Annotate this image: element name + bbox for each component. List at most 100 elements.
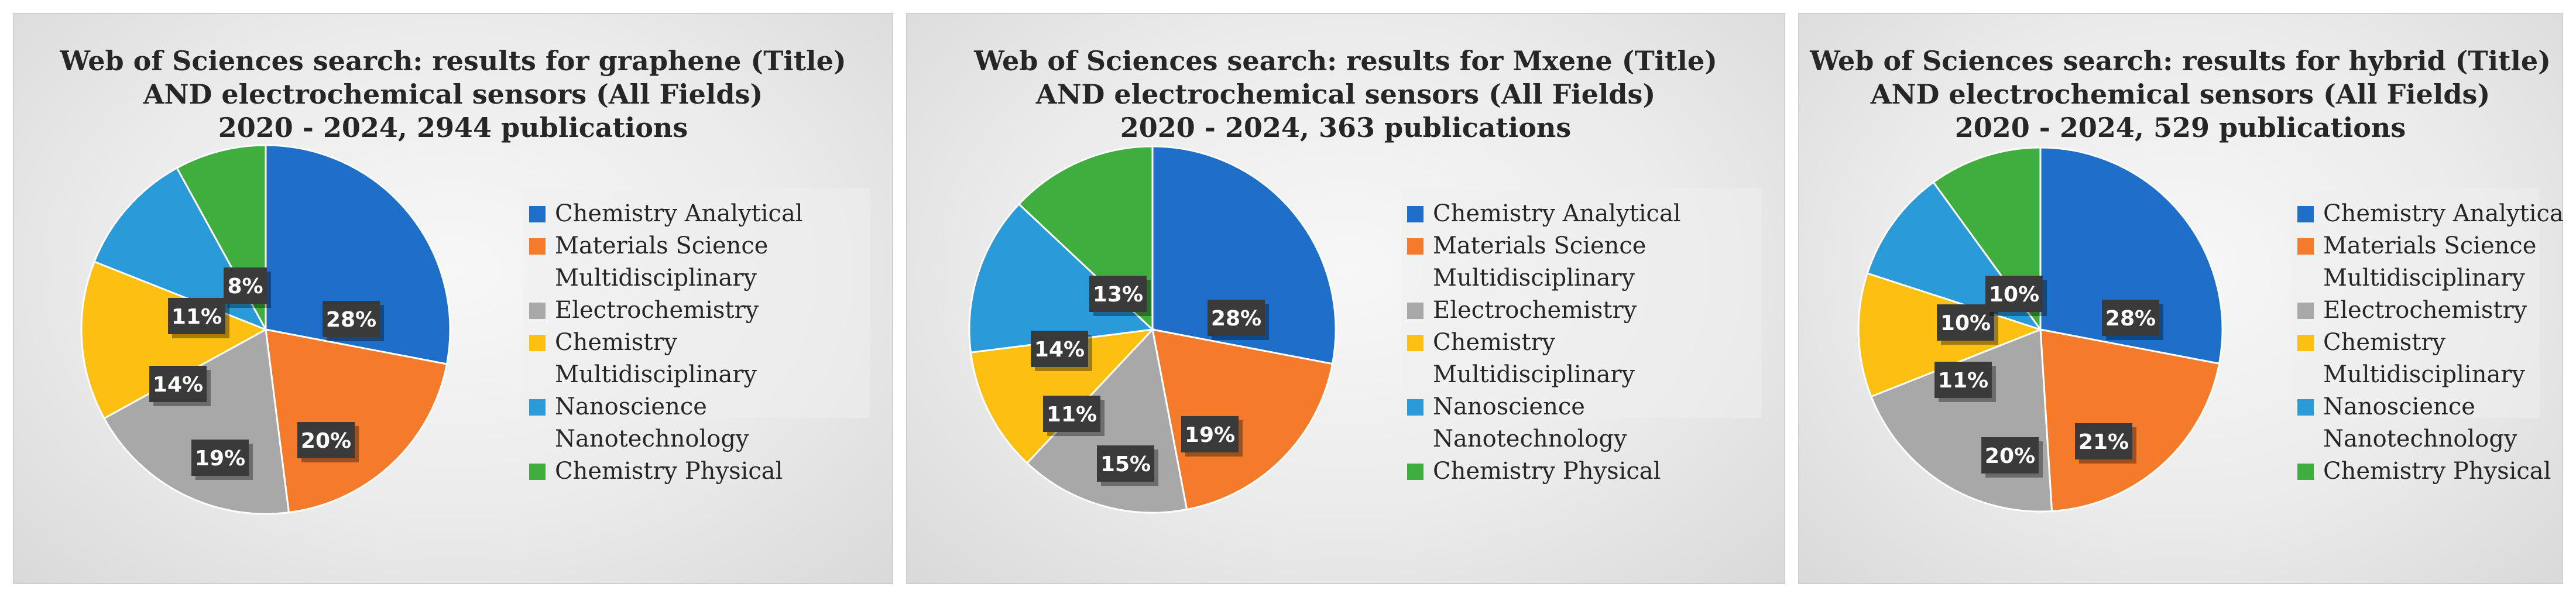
legend-swatch [1407,464,1424,480]
legend-entry-text: Multidisciplinary [555,265,757,291]
legend-entry-text: Nanotechnology [1433,426,1627,452]
chart-title-line: 2020 - 2024, 529 publications [1955,112,2406,143]
svg-text:15%: 15% [1100,452,1151,476]
svg-text:11%: 11% [1938,369,1988,393]
pie-slice-data-label: 28% [323,301,384,341]
pie-chart-panel-hybrid: Web of Sciences search: results for hybr… [1798,13,2563,584]
pie-chart-panel-mxene: Web of Sciences search: results for Mxen… [906,13,1785,584]
chart-legend [2292,188,2540,418]
legend-entry-text: Electrochemistry [555,297,759,324]
pie-slice-data-label: 19% [1181,416,1243,457]
pie-slice-data-label: 10% [1937,304,1998,345]
legend-swatch [1407,303,1424,319]
legend-swatch [2297,303,2314,319]
legend-entry-text: Nanoscience [555,393,707,420]
svg-text:14%: 14% [153,373,203,397]
pie-chart-svg: Web of Sciences search: results for grap… [59,45,870,515]
pie-slice-data-label: 11% [168,298,229,338]
legend-entry-text: Chemistry [1433,329,1555,356]
chart-title-line: 2020 - 2024, 2944 publications [218,112,688,143]
chart-title-line: 2020 - 2024, 363 publications [1120,112,1572,143]
svg-text:20%: 20% [1985,444,2035,468]
chart-title-line: AND electrochemical sensors (All Fields) [143,78,763,110]
legend-entry-text: Chemistry Physical [1433,458,1661,485]
chart-title-line: Web of Sciences search: results for grap… [59,45,846,77]
legend-entry-text: Materials Science [555,232,768,259]
svg-text:19%: 19% [1185,423,1235,447]
legend-swatch [529,238,546,255]
pie-slice-data-label: 28% [1208,300,1269,340]
legend-entry-text: Materials Science [2323,232,2536,259]
legend-swatch [2297,335,2314,351]
legend-entry-text: Electrochemistry [2323,297,2527,324]
pie-slice-data-label: 11% [1934,362,1996,402]
legend-swatch [529,335,546,351]
pie-slice-data-label: 20% [297,422,359,462]
pie-slice-data-label: 8% [224,267,271,308]
svg-text:28%: 28% [2105,307,2156,331]
legend-entry-text: Multidisciplinary [555,361,757,388]
svg-text:10%: 10% [1940,311,1991,335]
legend-swatch [1407,335,1424,351]
chart-legend [1401,188,1762,418]
pie-slice-data-label: 14% [1031,331,1092,371]
pie-slice [1151,328,1334,511]
legend-swatch [2297,238,2314,255]
chart-title-line: AND electrochemical sensors (All Fields) [1035,78,1655,110]
legend-entry-text: Chemistry Analytical [555,200,803,227]
svg-text:20%: 20% [301,429,351,453]
svg-text:13%: 13% [1093,283,1143,307]
legend-entry-text: Multidisciplinary [2323,361,2525,388]
legend-entry-text: Chemistry [555,329,677,356]
chart-title-line: AND electrochemical sensors (All Fields) [1870,78,2490,110]
pie-slice-data-label: 10% [1985,276,2047,316]
legend-entry-text: Multidisciplinary [1433,361,1635,388]
legend-swatch [529,399,546,416]
svg-text:8%: 8% [227,275,263,298]
legend-entry-text: Chemistry Analytical [2323,200,2563,227]
pie-slice [80,260,268,420]
legend-swatch [2297,399,2314,416]
pie-slice-data-label: 13% [1089,276,1151,316]
pie-slice [2039,146,2224,365]
pie-slice-data-label: 14% [149,366,211,406]
legend-swatch [2297,206,2314,222]
legend-entry-text: Chemistry [2323,329,2445,356]
pie-slice [265,328,448,514]
legend-entry-text: Multidisciplinary [1433,265,1635,291]
legend-entry-text: Electrochemistry [1433,297,1637,324]
pie-slice-data-label: 19% [191,440,253,480]
legend-swatch [1407,206,1424,222]
svg-text:28%: 28% [326,308,376,332]
svg-text:11%: 11% [171,305,222,329]
svg-text:21%: 21% [2078,430,2129,454]
pie-slice-data-label: 15% [1097,445,1158,486]
svg-text:28%: 28% [1211,307,1261,331]
legend-entry-text: Chemistry Analytical [1433,200,1681,227]
pie-slice [93,166,268,331]
legend-swatch [529,206,546,222]
legend-swatch [1407,399,1424,416]
svg-text:14%: 14% [1034,338,1085,362]
pie-slice-data-label: 28% [2102,300,2163,340]
chart-title-line: Web of Sciences search: results for hybr… [1809,45,2551,77]
legend-entry-text: Chemistry Physical [2323,458,2551,485]
pie-slice-data-label: 20% [1981,437,2043,478]
legend-swatch [529,303,546,319]
legend-entry-text: Materials Science [1433,232,1646,259]
legend-swatch [529,464,546,480]
legend-entry-text: Chemistry Physical [555,458,783,485]
pie-slice [2039,328,2221,512]
pie-slice-data-label: 11% [1043,396,1105,436]
chart-title-line: Web of Sciences search: results for Mxen… [973,45,1717,77]
pie-slice [968,203,1155,354]
chart-legend [523,188,870,418]
pie-chart-panel-graphene: Web of Sciences search: results for grap… [13,13,893,584]
svg-text:19%: 19% [195,447,245,471]
pie-chart-svg: Web of Sciences search: results for hybr… [1809,45,2563,513]
pie-slice [265,144,451,365]
legend-entry-text: Nanoscience [2323,393,2475,420]
legend-entry-text: Nanoscience [1433,393,1585,420]
legend-entry-text: Multidisciplinary [2323,265,2525,291]
